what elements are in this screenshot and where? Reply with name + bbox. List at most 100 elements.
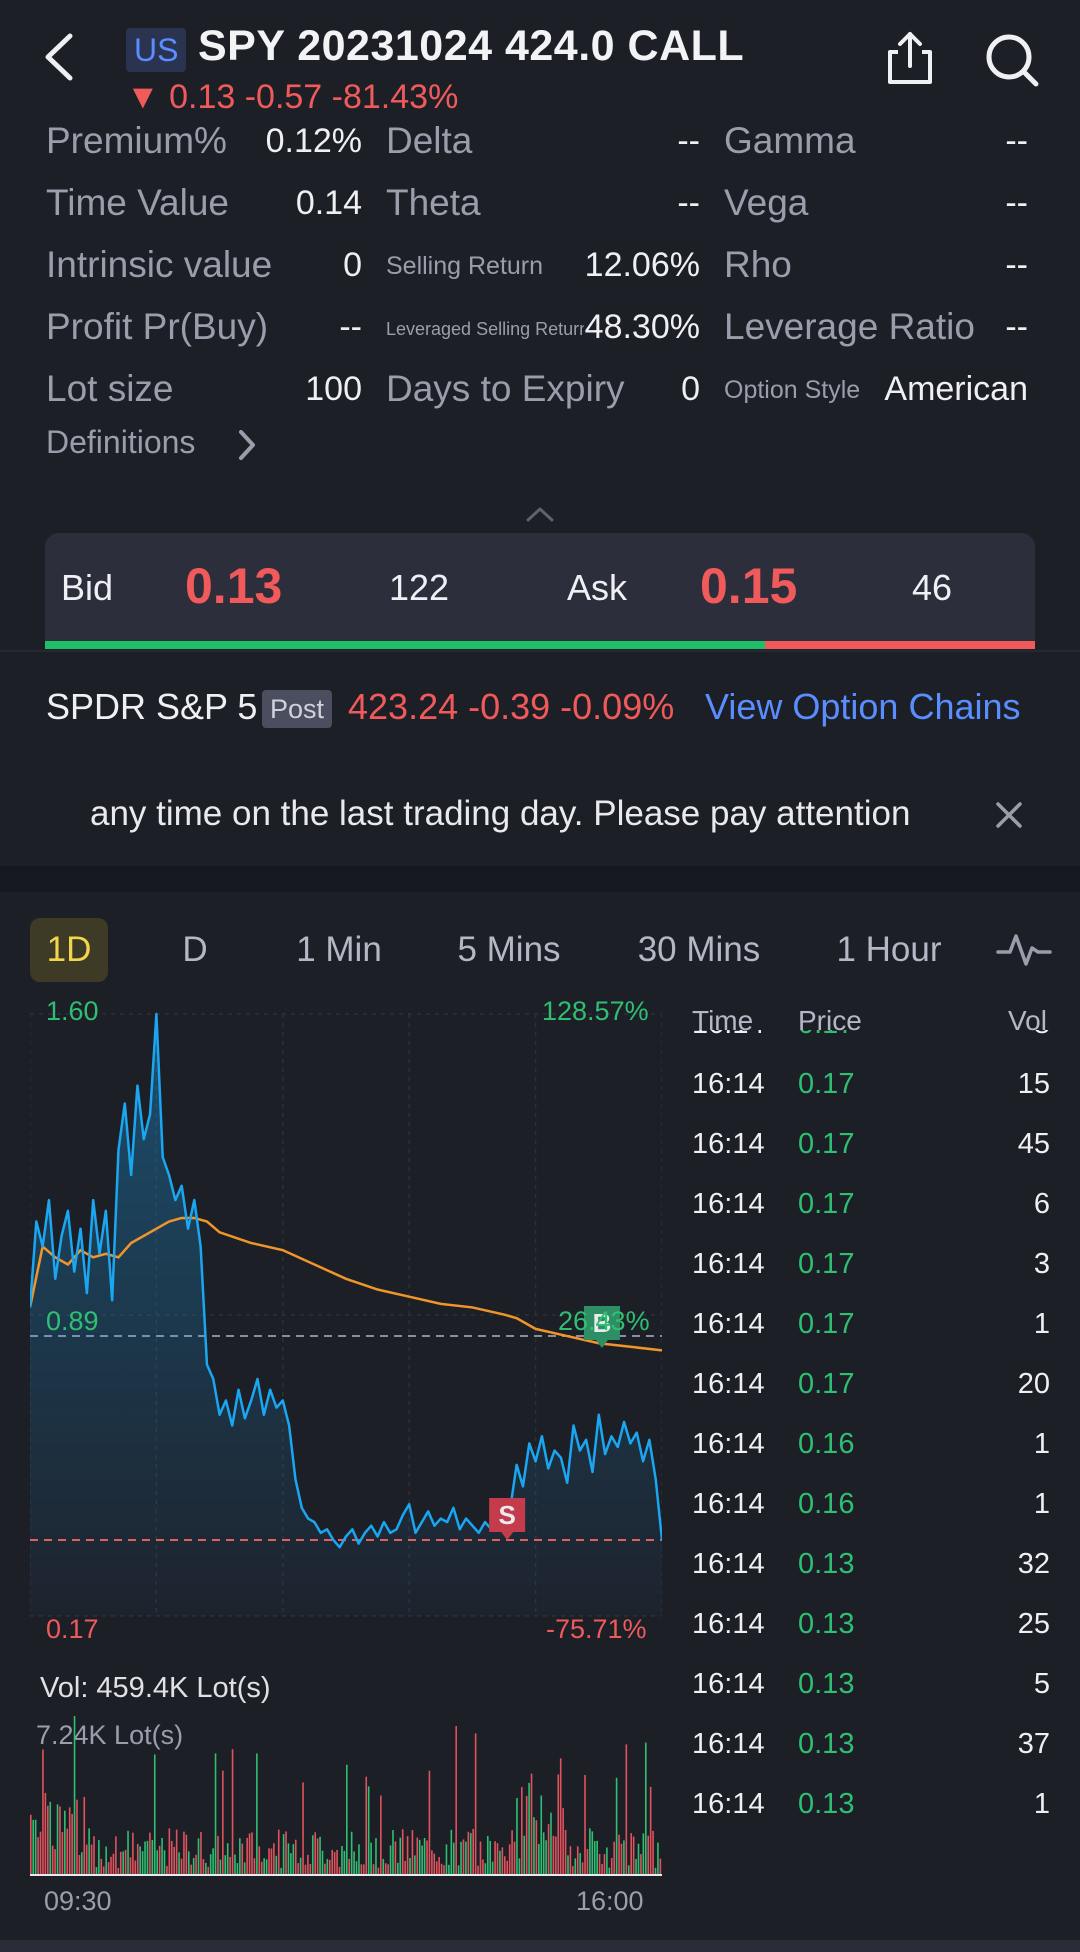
volume-bar bbox=[30, 1814, 32, 1876]
volume-bar bbox=[443, 1865, 445, 1876]
volume-bar bbox=[56, 1804, 59, 1876]
volume-bar bbox=[302, 1782, 304, 1876]
volume-bar bbox=[183, 1831, 185, 1876]
tab-1d[interactable]: 1D bbox=[30, 918, 108, 982]
chevron-right-icon[interactable] bbox=[236, 428, 258, 462]
volume-bar bbox=[540, 1795, 543, 1876]
volume-bar bbox=[248, 1833, 251, 1876]
volume-bar bbox=[260, 1861, 263, 1876]
lev-selling-return-value: 48.30% bbox=[584, 308, 700, 346]
volume-bar bbox=[574, 1858, 577, 1876]
volume-bar bbox=[644, 1742, 647, 1876]
trade-list[interactable]: 16:140.17816:140.171516:140.174516:140.1… bbox=[690, 1030, 1054, 1860]
volume-bar bbox=[44, 1792, 47, 1876]
tab-d[interactable]: D bbox=[182, 930, 208, 969]
definitions-link[interactable]: Definitions bbox=[46, 424, 196, 460]
volume-bar bbox=[401, 1829, 404, 1876]
trade-row: 16:14 0.13 37 bbox=[690, 1728, 1054, 1788]
trade-marker-label: S bbox=[498, 1500, 515, 1530]
trade-row: 16:14 0.13 5 bbox=[690, 1668, 1054, 1728]
trade-row: 16:14 0.16 1 bbox=[690, 1428, 1054, 1488]
volume-bar bbox=[440, 1863, 443, 1876]
trade-vol: 1 bbox=[1033, 1488, 1050, 1520]
volume-bar bbox=[290, 1853, 292, 1876]
trade-row: 16:14 0.17 20 bbox=[690, 1368, 1054, 1428]
volume-bar bbox=[552, 1835, 555, 1876]
volume-bar bbox=[328, 1859, 331, 1876]
chevron-up-icon[interactable] bbox=[525, 506, 555, 522]
volume-bar bbox=[484, 1863, 487, 1876]
tab-30-mins[interactable]: 30 Mins bbox=[637, 930, 761, 969]
volume-bar bbox=[241, 1843, 244, 1876]
session-badge: Post bbox=[262, 690, 332, 728]
volume-bar bbox=[567, 1855, 569, 1876]
intrinsic-label: Intrinsic value bbox=[46, 244, 273, 285]
volume-bar bbox=[428, 1770, 431, 1876]
price-chart[interactable]: BS bbox=[30, 1000, 662, 1664]
search-icon[interactable] bbox=[984, 32, 1040, 88]
tab-1-hour[interactable]: 1 Hour bbox=[836, 930, 942, 969]
volume-bar bbox=[185, 1834, 188, 1876]
volume-bar bbox=[569, 1846, 572, 1876]
tab-1-min[interactable]: 1 Min bbox=[296, 930, 382, 969]
selling-return-label: Selling Return bbox=[386, 252, 544, 280]
volume-bar bbox=[214, 1753, 217, 1876]
back-arrow-icon[interactable] bbox=[40, 30, 80, 84]
view-option-chains-link[interactable]: View Option Chains bbox=[705, 686, 1021, 727]
trade-row: 16:14 0.13 25 bbox=[690, 1608, 1054, 1668]
volume-bar bbox=[229, 1856, 231, 1876]
trade-price: 0.13 bbox=[798, 1608, 855, 1640]
volume-bar bbox=[555, 1836, 557, 1876]
volume-bar bbox=[491, 1861, 494, 1876]
bottom-bar bbox=[0, 1940, 1080, 1952]
volume-bar bbox=[632, 1836, 635, 1876]
share-icon[interactable] bbox=[884, 30, 936, 86]
volume-bar bbox=[435, 1861, 438, 1876]
volume-bar bbox=[559, 1758, 562, 1876]
volume-bar bbox=[450, 1829, 453, 1876]
trade-row: 16:14 0.13 32 bbox=[690, 1548, 1054, 1608]
trade-vol: 25 bbox=[1017, 1608, 1050, 1640]
volume-bar bbox=[341, 1846, 343, 1876]
trade-vol: 1 bbox=[1033, 1788, 1050, 1820]
lot-size-label: Lot size bbox=[46, 368, 174, 409]
trade-price: 0.17 bbox=[798, 1368, 855, 1400]
volume-bar bbox=[360, 1864, 363, 1876]
rho-value: -- bbox=[1005, 246, 1028, 284]
volume-bar bbox=[506, 1860, 509, 1876]
volume-total: Vol: 459.4K Lot(s) bbox=[40, 1672, 271, 1704]
ask-price: 0.15 bbox=[700, 558, 798, 614]
volume-bar bbox=[596, 1840, 598, 1876]
volume-bar bbox=[282, 1834, 285, 1876]
volume-bar bbox=[277, 1829, 280, 1876]
tab-5-mins[interactable]: 5 Mins bbox=[457, 930, 561, 969]
bid-price: 0.13 bbox=[185, 558, 283, 614]
volume-bar bbox=[102, 1866, 105, 1876]
time-value-value: 0.14 bbox=[295, 184, 362, 222]
volume-bar bbox=[589, 1828, 591, 1876]
volume-bar bbox=[151, 1839, 154, 1876]
volume-bar bbox=[380, 1795, 382, 1876]
volume-bar bbox=[538, 1843, 540, 1876]
volume-bar bbox=[117, 1867, 120, 1876]
volume-bar bbox=[409, 1858, 411, 1876]
trade-vol: 45 bbox=[1017, 1128, 1050, 1160]
volume-bar bbox=[321, 1850, 324, 1876]
underlying-name[interactable]: SPDR S&P 500 bbox=[46, 686, 258, 727]
volume-bar bbox=[73, 1716, 76, 1876]
volume-bar bbox=[258, 1846, 261, 1876]
volume-bar bbox=[501, 1847, 504, 1876]
volume-bar bbox=[217, 1835, 219, 1876]
volume-bar bbox=[265, 1859, 268, 1876]
trade-price: 0.17 bbox=[798, 1248, 855, 1280]
trade-price: 0.16 bbox=[798, 1488, 855, 1520]
volume-bar bbox=[280, 1867, 282, 1876]
indicator-icon[interactable] bbox=[996, 930, 1052, 968]
volume-bar bbox=[141, 1851, 144, 1876]
volume-bar bbox=[253, 1858, 256, 1876]
volume-bar bbox=[620, 1843, 623, 1876]
trade-price: 0.17 bbox=[798, 1308, 855, 1340]
y-right-bottom: -75.71% bbox=[546, 1614, 647, 1644]
volume-bar bbox=[236, 1863, 239, 1876]
close-icon[interactable] bbox=[994, 800, 1024, 830]
